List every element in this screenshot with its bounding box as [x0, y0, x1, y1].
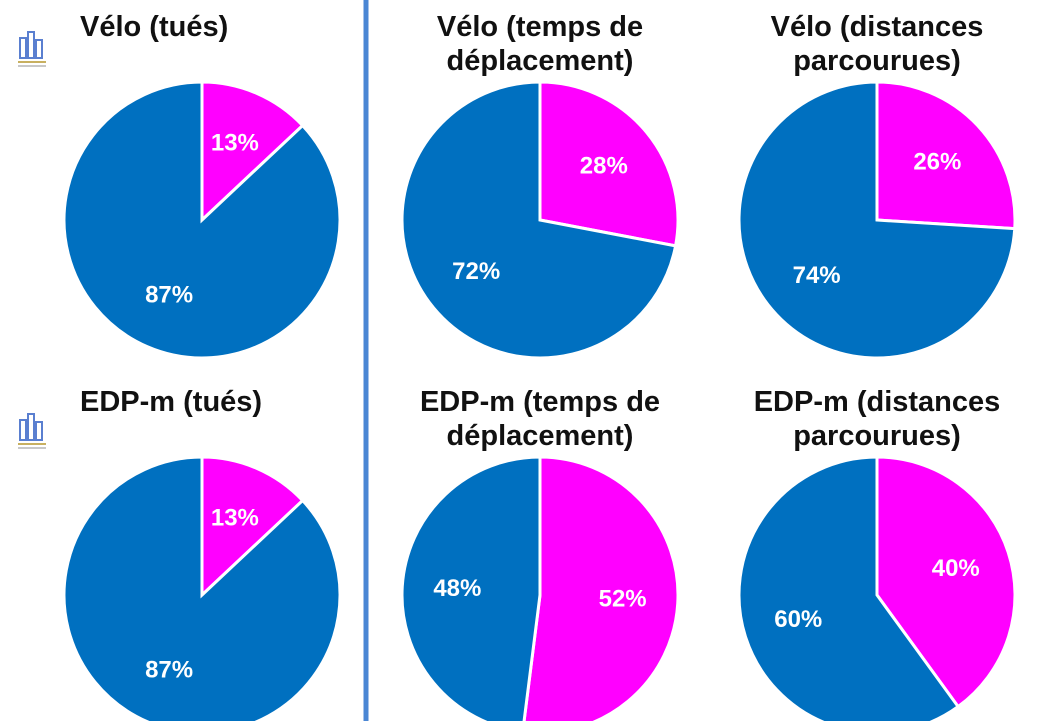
data-label: 28%	[580, 153, 628, 180]
pie-slice	[737, 455, 961, 721]
pie-slice	[875, 455, 1017, 709]
chart-title: Vélo (distances parcourues)	[770, 11, 984, 77]
data-label: 87%	[145, 281, 193, 308]
chart-title: EDP-m (temps de déplacement)	[419, 386, 661, 452]
data-label: 74%	[793, 262, 841, 289]
pie-slice	[737, 80, 1017, 360]
data-label: 26%	[913, 149, 961, 176]
pie-slice	[875, 80, 1017, 231]
pie-slice	[62, 455, 342, 721]
pie-slice	[538, 80, 680, 248]
pie-slice	[200, 455, 305, 599]
data-label: 13%	[211, 504, 259, 531]
chart-title: Vélo (temps de déplacement)	[436, 11, 644, 77]
chart-title: Vélo (tués)	[80, 11, 229, 43]
data-label: 40%	[932, 555, 980, 582]
data-label: 60%	[774, 606, 822, 633]
data-label: 48%	[433, 575, 481, 602]
chart-title: EDP-m (tués)	[80, 386, 263, 418]
data-label: 13%	[211, 129, 259, 156]
pie-slice	[200, 80, 305, 224]
pie-slice	[400, 80, 678, 360]
icon	[18, 31, 46, 67]
chart-title: EDP-m (distances parcourues)	[753, 386, 1001, 452]
data-label: 87%	[145, 656, 193, 683]
pie-slice	[400, 455, 542, 721]
pie-slice	[522, 455, 680, 721]
data-label: 72%	[452, 258, 500, 285]
icon	[18, 413, 46, 449]
data-label: 52%	[599, 586, 647, 613]
pie-slice	[62, 80, 342, 360]
